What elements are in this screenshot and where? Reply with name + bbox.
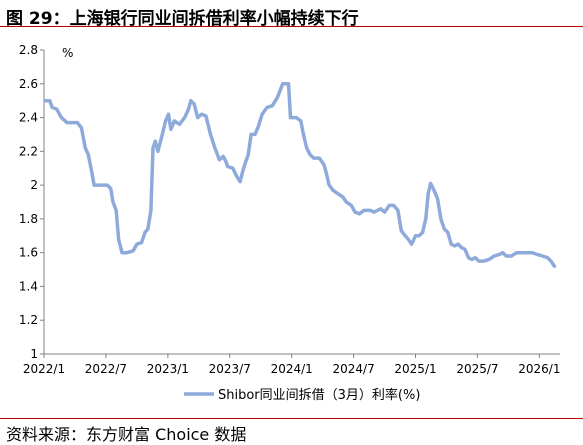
y-tick-label: 1.4 xyxy=(19,279,38,293)
y-tick-label: 2.2 xyxy=(19,144,38,158)
x-tick-label: 2025/1 xyxy=(394,362,436,376)
y-axis-unit-label: % xyxy=(62,46,73,60)
y-axis: 1 1.2 1.4 1.6 1.8 2 2.2 2.4 2.6 2.8 xyxy=(19,43,45,361)
title-rule xyxy=(0,26,583,27)
x-tick-label: 2025/7 xyxy=(456,362,498,376)
x-tick-label: 2024/7 xyxy=(332,362,374,376)
x-tick-label: 2022/1 xyxy=(23,362,65,376)
legend-label: Shibor同业间拆借（3月）利率(%) xyxy=(218,387,420,403)
y-tick-label: 1.6 xyxy=(19,246,38,260)
y-tick-label: 2.8 xyxy=(19,43,38,57)
series-line xyxy=(43,82,557,268)
x-tick-label: 2023/7 xyxy=(209,362,251,376)
x-axis: 2022/1 2022/7 2023/1 2023/7 2024/1 2024/7 2025… xyxy=(23,353,560,376)
y-tick-label: 1.2 xyxy=(19,313,38,327)
x-tick-label: 2023/1 xyxy=(147,362,189,376)
y-tick-label: 2 xyxy=(30,178,38,192)
source-note: 资料来源：东方财富 Choice 数据 xyxy=(6,425,247,444)
y-tick-label: 1 xyxy=(30,347,38,361)
figure-title: 图 29：上海银行同业间拆借利率小幅持续下行 xyxy=(6,9,359,29)
x-tick-label: 2022/7 xyxy=(85,362,127,376)
chart-legend: Shibor同业间拆借（3月）利率(%) xyxy=(184,387,420,403)
y-tick-label: 2.6 xyxy=(19,77,38,91)
source-rule xyxy=(0,418,583,419)
y-tick-label: 2.4 xyxy=(19,111,38,125)
x-tick-label: 2026/1 xyxy=(518,362,560,376)
x-tick-label: 2024/1 xyxy=(271,362,313,376)
y-tick-label: 1.8 xyxy=(19,212,38,226)
